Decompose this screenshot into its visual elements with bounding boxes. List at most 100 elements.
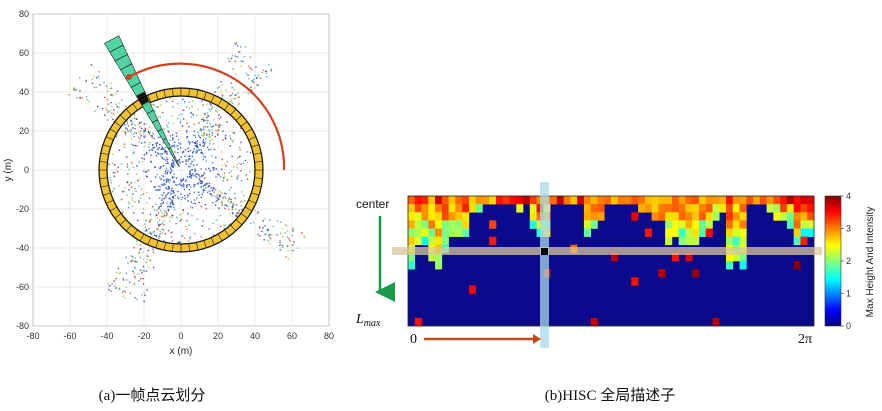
heatmap-cell: [739, 204, 747, 213]
point: [254, 209, 256, 212]
point: [236, 178, 239, 180]
point: [237, 96, 239, 99]
point: [171, 165, 173, 168]
point: [206, 122, 208, 124]
heatmap-cell: [441, 212, 449, 221]
point: [241, 191, 243, 193]
point: [287, 250, 289, 252]
point: [220, 90, 222, 92]
point: [146, 258, 148, 261]
point: [205, 133, 208, 135]
point: [133, 212, 135, 214]
point: [135, 260, 137, 263]
point: [189, 175, 191, 178]
point: [231, 155, 233, 158]
point: [249, 67, 251, 69]
point: [111, 153, 114, 155]
point: [204, 119, 207, 122]
point: [200, 151, 203, 154]
heatmap-cell: [414, 196, 422, 205]
heatmap-cell: [414, 228, 422, 237]
point: [209, 130, 211, 133]
point: [167, 126, 169, 128]
point: [148, 221, 151, 223]
point: [144, 141, 146, 144]
point: [179, 220, 181, 222]
point: [152, 132, 154, 135]
heatmap-cell: [807, 220, 815, 229]
ring-outer-edge: [98, 87, 264, 253]
point: [205, 207, 208, 210]
point: [233, 88, 235, 91]
point: [172, 195, 175, 198]
point: [267, 240, 269, 242]
point: [177, 144, 179, 147]
heatmap-cell: [719, 196, 727, 205]
point: [194, 142, 196, 144]
point: [188, 142, 191, 144]
point: [142, 251, 144, 254]
point: [249, 222, 252, 225]
point: [194, 169, 196, 172]
ring-segment: [172, 243, 182, 253]
heatmap-cell: [489, 220, 497, 229]
point: [172, 159, 174, 161]
point: [203, 117, 205, 119]
point: [211, 195, 213, 197]
heatmap-cell: [726, 220, 734, 229]
point: [146, 229, 148, 231]
heatmap-cell: [671, 220, 679, 229]
point: [215, 176, 217, 178]
point: [178, 158, 180, 161]
point: [143, 154, 146, 156]
point: [156, 214, 158, 216]
point: [114, 171, 116, 174]
heatmap-cell: [692, 204, 700, 213]
heatmap-cell: [793, 220, 801, 229]
heatmap-cell: [638, 196, 646, 205]
point: [159, 116, 162, 119]
point: [212, 187, 214, 189]
point: [186, 135, 189, 138]
point: [91, 82, 94, 85]
point: [165, 195, 167, 197]
point: [164, 150, 166, 153]
point: [231, 98, 233, 100]
point: [190, 163, 192, 165]
point: [106, 109, 108, 111]
point: [202, 139, 205, 141]
point: [131, 123, 133, 126]
point: [155, 214, 157, 216]
point: [241, 208, 243, 211]
point: [221, 164, 224, 167]
point: [133, 247, 135, 249]
point: [270, 70, 273, 72]
point: [118, 149, 121, 151]
point: [206, 134, 208, 136]
point: [235, 42, 238, 44]
point: [193, 159, 196, 161]
point: [132, 272, 135, 274]
point: [185, 159, 187, 161]
point: [300, 232, 303, 234]
point: [149, 231, 151, 233]
heatmap-cell: [408, 196, 416, 205]
point: [259, 77, 262, 79]
point: [134, 276, 136, 279]
point: [161, 153, 163, 155]
heatmap-cell: [739, 212, 747, 221]
point: [120, 163, 123, 165]
point: [236, 44, 239, 47]
point: [203, 133, 205, 136]
point: [263, 239, 265, 241]
point: [138, 178, 141, 180]
point: [289, 240, 291, 242]
point: [196, 164, 198, 166]
point: [247, 92, 249, 94]
x-tick-label: 60: [287, 331, 297, 341]
point: [163, 183, 165, 186]
point: [137, 199, 140, 202]
heatmap-cell: [800, 204, 808, 213]
point: [234, 55, 236, 57]
point: [223, 224, 225, 226]
